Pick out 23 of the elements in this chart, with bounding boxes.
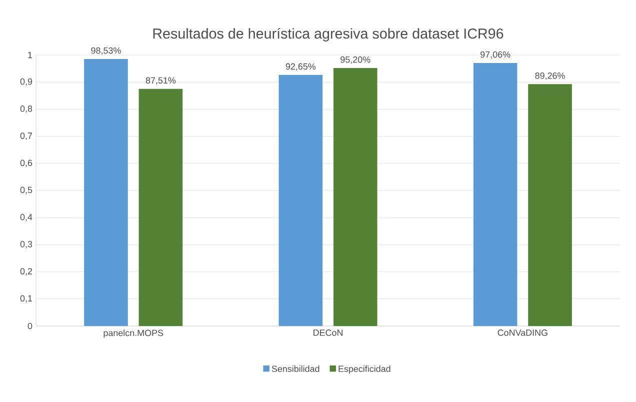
y-tick-label: 0,6 bbox=[20, 160, 32, 168]
y-tick-label: 0,3 bbox=[20, 240, 32, 248]
data-label: 97,06% bbox=[480, 51, 510, 59]
data-label: 87,51% bbox=[146, 77, 176, 85]
legend-label: Especificidad bbox=[338, 365, 390, 374]
data-label: 89,26% bbox=[535, 72, 565, 80]
y-tick-label: 0,9 bbox=[20, 78, 32, 86]
y-tick-label: 0,7 bbox=[20, 132, 32, 140]
x-tick-label: CoNVaDING bbox=[498, 330, 548, 336]
y-tick-label: 0,8 bbox=[20, 105, 32, 113]
legend-label: Sensibilidad bbox=[272, 365, 320, 372]
data-label: 95,20% bbox=[340, 56, 370, 64]
data-label: 92,65% bbox=[286, 63, 316, 71]
data-label: 98,53% bbox=[91, 47, 121, 55]
y-tick-label: 1 bbox=[28, 52, 32, 58]
x-tick-label: DECoN bbox=[314, 330, 342, 336]
y-tick-label: 0 bbox=[28, 322, 32, 330]
y-tick-label: 0,5 bbox=[20, 186, 32, 194]
y-tick-label: 0,1 bbox=[20, 295, 32, 303]
x-tick-label: panelcn.MOPS bbox=[104, 330, 164, 338]
chart-title: Resultados de heurística agresiva sobre dataset ICR96 bbox=[153, 28, 504, 42]
y-tick-label: 0,2 bbox=[20, 268, 32, 276]
y-tick-label: 0,4 bbox=[20, 214, 32, 222]
